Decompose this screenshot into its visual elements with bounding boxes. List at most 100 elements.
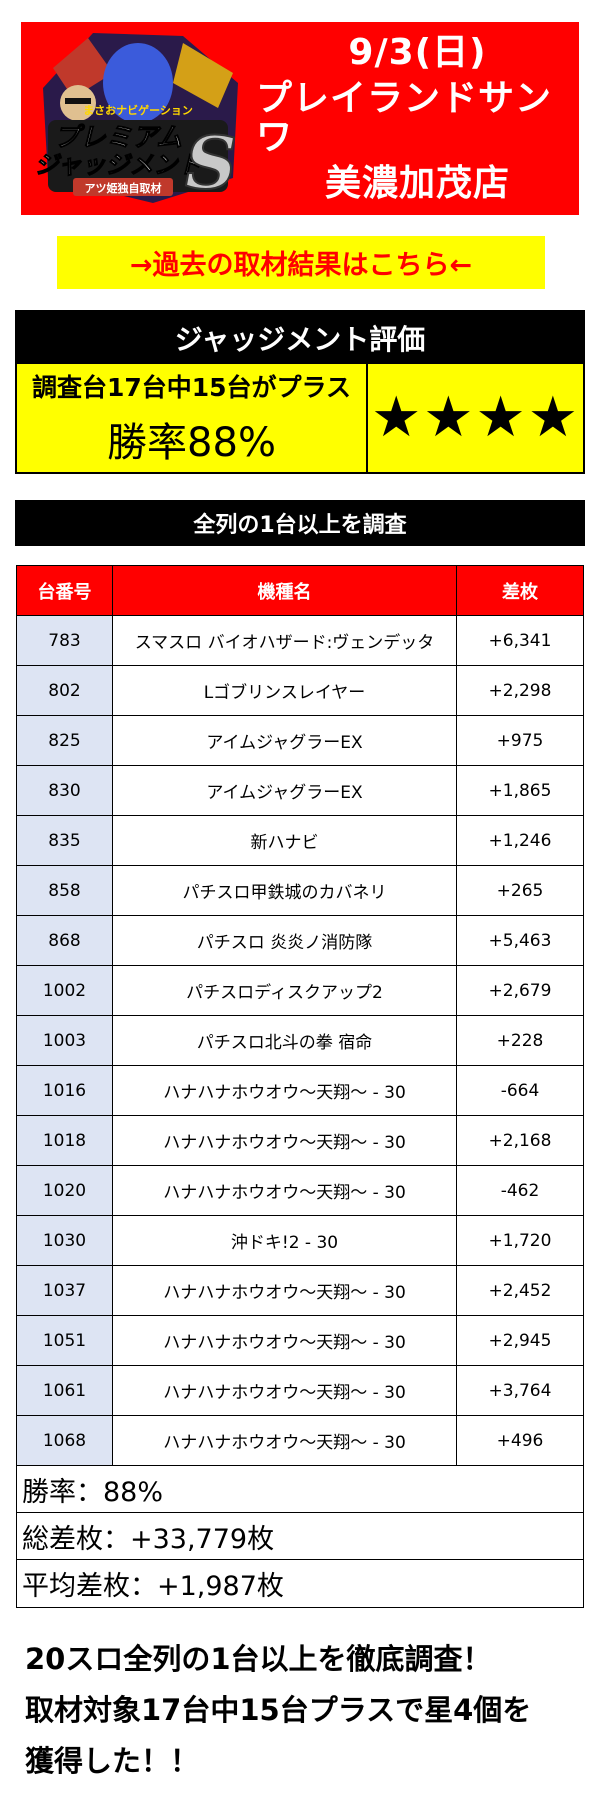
store-branch: 美濃加茂店	[324, 163, 510, 205]
logo-s-mark: S	[185, 120, 237, 205]
table-header-row: 台番号 機種名 差枚	[17, 566, 583, 616]
logo-top-text: まさおナビゲーション	[83, 103, 193, 117]
star-rating: ★★★★	[368, 364, 583, 472]
star-icons: ★★★★	[371, 385, 580, 450]
model-name-cell: Lゴブリンスレイヤー	[113, 666, 457, 715]
table-row: 830 アイムジャグラーEX +1,865	[17, 766, 583, 816]
model-name-cell: パチスロ甲鉄城のカバネリ	[113, 866, 457, 915]
judgement-body: 調査台17台中15台がプラス 勝率88% ★★★★	[17, 364, 583, 472]
model-name-cell: ハナハナホウオウ～天翔～ - 30	[113, 1266, 457, 1315]
coin-diff-cell: +2,168	[488, 1130, 552, 1151]
machine-number-cell: 825	[17, 716, 113, 765]
header-text-block: 9/3(日) プレイランドサンワ 美濃加茂店	[256, 22, 579, 215]
footer-line-3: 獲得した！！	[25, 1744, 200, 1778]
model-name-cell: スマスロ バイオハザード:ヴェンデッタ	[113, 616, 457, 665]
table-row: 802 Lゴブリンスレイヤー +2,298	[17, 666, 583, 716]
table-row: 1061 ハナハナホウオウ～天翔～ - 30 +3,764	[17, 1366, 583, 1416]
machine-number-cell: 1003	[17, 1016, 113, 1065]
judgement-win-rate: 勝率88%	[107, 420, 276, 466]
coin-diff-cell: +265	[496, 880, 544, 901]
machine-number-cell: 1051	[17, 1316, 113, 1365]
coin-diff-cell: +1,246	[488, 830, 552, 851]
results-table: 台番号 機種名 差枚 783 スマスロ バイオハザード:ヴェンデッタ +6,341 8…	[16, 565, 584, 1608]
coin-diff-cell: +1,720	[488, 1230, 552, 1251]
model-name-cell: ハナハナホウオウ～天翔～ - 30	[113, 1066, 457, 1115]
machine-number-cell: 1016	[17, 1066, 113, 1115]
logo-graphic: まさおナビゲーション プレミアム ジャッジメント アツ姫独自取材 S	[34, 33, 238, 206]
machine-number-cell: 1030	[17, 1216, 113, 1265]
model-name-cell: パチスロ北斗の拳 宿命	[113, 1016, 457, 1065]
store-name: プレイランドサンワ	[256, 77, 553, 159]
table-row: 1051 ハナハナホウオウ～天翔～ - 30 +2,945	[17, 1316, 583, 1366]
judgement-summary: 調査台17台中15台がプラス 勝率88%	[17, 364, 368, 472]
header-banner: まさおナビゲーション プレミアム ジャッジメント アツ姫独自取材 S 9/3(日…	[21, 22, 579, 215]
coin-diff-cell: -462	[500, 1180, 540, 1201]
model-name-cell: 沖ドキ!2 - 30	[113, 1216, 457, 1265]
table-row: 1030 沖ドキ!2 - 30 +1,720	[17, 1216, 583, 1266]
machine-number-cell: 1061	[17, 1366, 113, 1415]
judgement-rating-box: ジャッジメント評価 調査台17台中15台がプラス 勝率88% ★★★★	[15, 310, 585, 474]
model-name-cell: ハナハナホウオウ～天翔～ - 30	[113, 1116, 457, 1165]
model-name-cell: パチスロディスクアップ2	[113, 966, 457, 1015]
summary-total-diff: 総差枚：+33,779枚	[17, 1513, 583, 1560]
past-results-link-label[interactable]: →過去の取材結果はこちら←	[129, 250, 473, 281]
logo-title-1: プレミアム	[54, 123, 182, 153]
survey-scope-label: 全列の1台以上を調査	[193, 513, 407, 538]
coin-diff-cell: +2,298	[488, 680, 552, 701]
table-row: 858 パチスロ甲鉄城のカバネリ +265	[17, 866, 583, 916]
coin-diff-cell: +228	[496, 1030, 544, 1051]
table-row: 1020 ハナハナホウオウ～天翔～ - 30 -462	[17, 1166, 583, 1216]
coin-diff-cell: +6,341	[488, 630, 552, 651]
model-name-cell: ハナハナホウオウ～天翔～ - 30	[113, 1366, 457, 1415]
table-row: 835 新ハナビ +1,246	[17, 816, 583, 866]
judgement-title: ジャッジメント評価	[174, 323, 426, 356]
event-date: 9/3(日)	[348, 32, 487, 74]
model-name-cell: ハナハナホウオウ～天翔～ - 30	[113, 1166, 457, 1215]
model-name-cell: 新ハナビ	[113, 816, 457, 865]
machine-number-cell: 1068	[17, 1416, 113, 1465]
machine-number-cell: 1002	[17, 966, 113, 1015]
machine-number-cell: 858	[17, 866, 113, 915]
model-name-cell: パチスロ 炎炎ノ消防隊	[113, 916, 457, 965]
machine-number-cell: 830	[17, 766, 113, 815]
premium-judgement-logo: まさおナビゲーション プレミアム ジャッジメント アツ姫独自取材 S	[33, 28, 243, 208]
table-row: 1016 ハナハナホウオウ～天翔～ - 30 -664	[17, 1066, 583, 1116]
machine-number-cell: 1020	[17, 1166, 113, 1215]
model-name-cell: アイムジャグラーEX	[113, 716, 457, 765]
logo-sub-text: アツ姫独自取材	[85, 181, 162, 195]
model-name-cell: アイムジャグラーEX	[113, 766, 457, 815]
machine-number-cell: 835	[17, 816, 113, 865]
coin-diff-cell: -664	[500, 1080, 540, 1101]
machine-number-cell: 1037	[17, 1266, 113, 1315]
model-name-cell: ハナハナホウオウ～天翔～ - 30	[113, 1416, 457, 1465]
table-body: 783 スマスロ バイオハザード:ヴェンデッタ +6,341 802 Lゴブリンスレイヤ…	[17, 616, 583, 1466]
survey-scope-bar: 全列の1台以上を調査	[15, 500, 585, 546]
header-coin-diff: 差枚	[502, 581, 538, 603]
header-machine-number: 台番号	[17, 566, 113, 615]
machine-number-cell: 783	[17, 616, 113, 665]
table-row: 783 スマスロ バイオハザード:ヴェンデッタ +6,341	[17, 616, 583, 666]
header-model-name: 機種名	[113, 566, 457, 615]
footer-line-2: 取材対象17台中15台プラスで星4個を	[25, 1693, 532, 1727]
machine-number-cell: 1018	[17, 1116, 113, 1165]
table-row: 1037 ハナハナホウオウ～天翔～ - 30 +2,452	[17, 1266, 583, 1316]
table-row: 1018 ハナハナホウオウ～天翔～ - 30 +2,168	[17, 1116, 583, 1166]
coin-diff-cell: +496	[496, 1430, 544, 1451]
summary-average-diff: 平均差枚：+1,987枚	[22, 1571, 284, 1602]
coin-diff-cell: +3,764	[488, 1380, 552, 1401]
coin-diff-cell: +2,452	[488, 1280, 552, 1301]
past-results-link[interactable]: →過去の取材結果はこちら←	[57, 236, 545, 289]
machine-number-cell: 868	[17, 916, 113, 965]
coin-diff-cell: +1,865	[488, 780, 552, 801]
logo-title-2: ジャッジメント	[35, 151, 202, 179]
coin-diff-cell: +975	[496, 730, 544, 751]
footer-message: 20スロ全列の1台以上を徹底調査！ 取材対象17台中15台プラスで星4個を 獲得…	[25, 1634, 585, 1787]
coin-diff-cell: +2,945	[488, 1330, 552, 1351]
summary-win-rate: 勝率：88%	[17, 1466, 583, 1513]
model-name-cell: ハナハナホウオウ～天翔～ - 30	[113, 1316, 457, 1365]
table-row: 1068 ハナハナホウオウ～天翔～ - 30 +496	[17, 1416, 583, 1466]
table-row: 1003 パチスロ北斗の拳 宿命 +228	[17, 1016, 583, 1066]
judgement-summary-line: 調査台17台中15台がプラス	[31, 373, 352, 402]
table-row: 825 アイムジャグラーEX +975	[17, 716, 583, 766]
footer-line-1: 20スロ全列の1台以上を徹底調査！	[25, 1642, 492, 1676]
